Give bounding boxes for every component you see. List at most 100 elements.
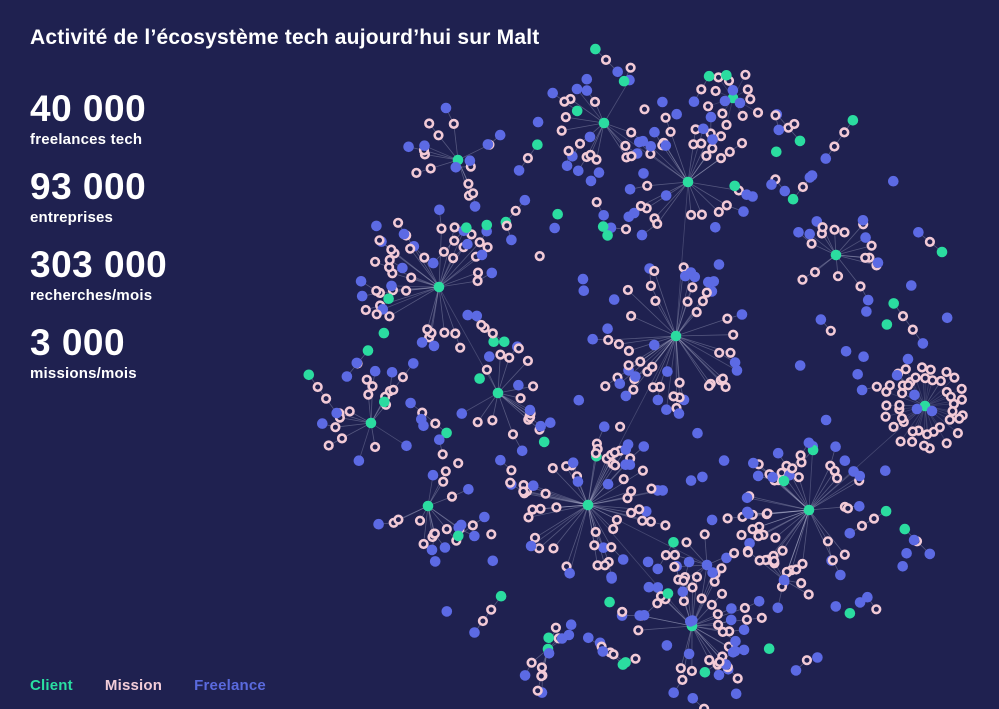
freelance-node xyxy=(692,427,703,439)
freelance-node xyxy=(331,407,343,419)
freelance-node xyxy=(668,687,679,698)
graph-edge xyxy=(603,122,627,158)
graph-edge xyxy=(661,145,689,183)
mission-node xyxy=(652,218,663,229)
freelance-node xyxy=(707,134,718,145)
graph-edge xyxy=(587,504,693,627)
graph-edge xyxy=(675,318,728,337)
mission-node xyxy=(918,440,930,451)
freelance-node xyxy=(721,552,732,564)
mission-node xyxy=(660,112,671,123)
mission-node xyxy=(614,421,626,432)
graph-edge xyxy=(438,256,477,288)
mission-node xyxy=(747,524,758,535)
graph-edge xyxy=(552,467,589,506)
mission-node xyxy=(941,366,952,378)
graph-edge xyxy=(523,491,589,506)
freelance-node xyxy=(719,95,731,107)
stat-label: recherches/mois xyxy=(30,287,153,304)
mission-node xyxy=(634,504,645,515)
freelance-node xyxy=(941,312,953,324)
mission-node xyxy=(540,488,551,499)
freelance-node xyxy=(661,404,672,416)
mission-node xyxy=(916,362,928,373)
graph-edge xyxy=(427,505,459,528)
mission-node xyxy=(832,271,844,282)
mission-node xyxy=(678,575,689,586)
freelance-node xyxy=(680,270,691,282)
graph-edge xyxy=(835,237,866,256)
mission-node xyxy=(626,151,637,162)
mission-node xyxy=(441,523,452,535)
freelance-node xyxy=(901,548,912,559)
freelance-node xyxy=(677,586,689,597)
mission-node xyxy=(736,529,747,541)
mission-node xyxy=(856,520,868,532)
freelance-node xyxy=(685,475,697,486)
mission-node xyxy=(927,375,938,386)
mission-node xyxy=(429,528,441,539)
mission-node xyxy=(453,458,464,469)
freelance-node xyxy=(911,403,923,415)
stat-value: 40 000 xyxy=(30,88,147,129)
graph-edge xyxy=(652,335,677,388)
mission-node xyxy=(712,609,723,620)
mission-node xyxy=(797,558,808,570)
stat-value: 303 000 xyxy=(30,244,168,285)
mission-node xyxy=(522,355,534,367)
mission-node xyxy=(560,111,571,123)
freelance-node xyxy=(642,556,654,568)
mission-node xyxy=(956,394,968,405)
freelance-node xyxy=(341,371,353,382)
freelance-node xyxy=(891,370,903,381)
page-title: Activité de l’écosystème tech aujourd’hu… xyxy=(30,26,540,49)
mission-node xyxy=(518,486,529,497)
freelance-node xyxy=(844,528,856,539)
mission-node xyxy=(803,589,814,600)
graph-edge xyxy=(630,315,677,337)
mission-node xyxy=(603,334,614,346)
mission-node xyxy=(620,140,631,151)
freelance-node xyxy=(401,440,412,452)
mission-node xyxy=(393,514,404,525)
mission-node xyxy=(645,516,657,527)
freelance-node xyxy=(804,172,816,183)
mission-node xyxy=(599,560,611,571)
freelance-node xyxy=(462,238,473,250)
graph-edge xyxy=(587,335,677,506)
graph-edge xyxy=(691,625,723,657)
mission-node xyxy=(430,418,441,429)
mission-node xyxy=(745,93,756,105)
mission-node xyxy=(533,543,545,554)
mission-node xyxy=(449,235,460,246)
client-node xyxy=(602,230,613,241)
graph-edge xyxy=(759,509,810,528)
freelance-node xyxy=(713,259,725,270)
graph-edge xyxy=(587,458,608,506)
graph-edge xyxy=(533,485,589,506)
client-node xyxy=(303,369,315,381)
freelance-node xyxy=(917,338,929,349)
graph-edge xyxy=(438,286,499,394)
freelance-node xyxy=(434,204,445,216)
mission-node xyxy=(696,84,707,95)
graph-edge xyxy=(587,463,613,506)
graph-edge xyxy=(534,504,589,539)
mission-node xyxy=(660,520,671,531)
mission-node xyxy=(839,127,850,138)
freelance-node xyxy=(909,389,920,401)
mission-node xyxy=(450,328,461,339)
mission-node xyxy=(467,520,478,531)
graph-edge xyxy=(565,116,605,124)
freelance-node xyxy=(602,323,613,335)
mission-node xyxy=(829,224,840,235)
graph-edge xyxy=(687,181,703,215)
graph-edge xyxy=(675,334,734,337)
mission-node xyxy=(740,69,751,80)
freelance-node xyxy=(652,582,664,593)
mission-node xyxy=(384,311,395,322)
mission-node xyxy=(880,411,891,422)
graph-edge xyxy=(774,480,810,511)
mission-node xyxy=(486,529,497,540)
mission-node xyxy=(706,599,717,610)
